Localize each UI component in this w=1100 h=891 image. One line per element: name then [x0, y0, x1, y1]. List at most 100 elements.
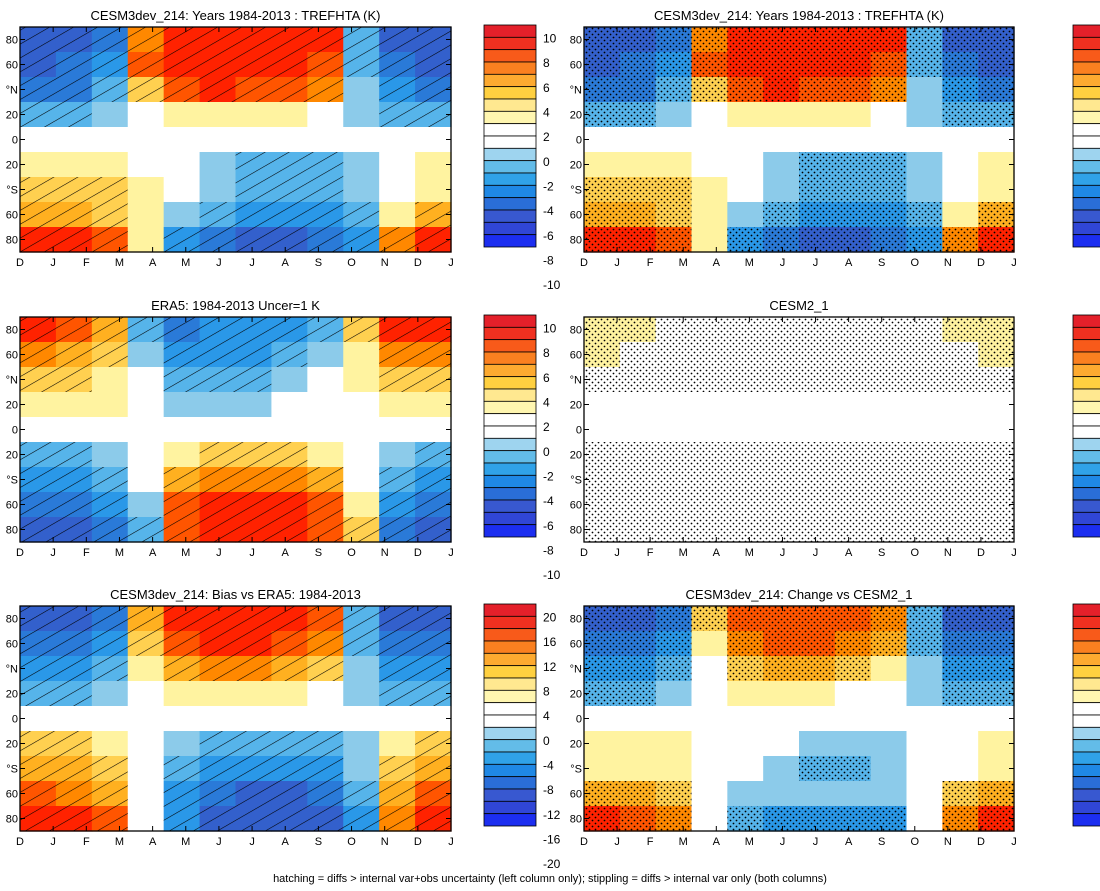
colorbar-label: -10: [543, 278, 561, 292]
colorbar-label: 10: [543, 322, 557, 336]
x-tick-label: A: [282, 547, 290, 559]
colorbar-box: [483, 413, 537, 427]
field-cell: [199, 152, 237, 178]
stipple-region: [906, 317, 943, 342]
hatch-region: [271, 467, 308, 492]
stipple-region: [870, 806, 907, 831]
hatch-region: [415, 681, 451, 706]
hatch-region: [55, 52, 92, 77]
stipple-region: [584, 177, 620, 202]
stipple-region: [584, 227, 620, 252]
stipple-region: [906, 442, 943, 467]
hatch-region: [307, 656, 344, 681]
field-cell: [584, 127, 621, 153]
panel-title: CESM3dev_214: Years 1984-2013 : TREFHTA …: [654, 8, 944, 23]
stipple-region: [691, 317, 728, 342]
stipple-region: [799, 756, 835, 781]
field-cell: [978, 177, 1015, 203]
colorbar-box: [483, 110, 537, 125]
panel-title: CESM3dev_214: Change vs CESM2_1: [686, 587, 913, 602]
hatch-region: [91, 517, 128, 542]
field-cell: [906, 177, 943, 203]
x-tick-label: J: [614, 547, 620, 559]
stipple-region: [763, 606, 799, 631]
stipple-region: [978, 342, 1014, 367]
colorbar-box: [483, 221, 537, 236]
panel-4: CESM2_1 80 60 °N 20 0 20 °S 60 80 D J F M A M J J A S O N D J 10…: [570, 298, 1100, 559]
y-tick-label: 0: [12, 714, 18, 726]
hatch-region: [199, 606, 236, 631]
field-cell: [799, 781, 836, 807]
stipple-region: [655, 27, 692, 52]
stipple-region: [584, 806, 620, 831]
stipple-region: [942, 781, 979, 806]
hatch-region: [163, 467, 200, 492]
field-cell: [834, 417, 872, 443]
colorbar-label: -4: [543, 204, 554, 218]
hatch-region: [20, 27, 56, 52]
hatch-region: [307, 27, 344, 52]
field-cell: [906, 806, 943, 832]
colorbar-box: [483, 511, 537, 526]
y-tick-label: 20: [6, 400, 18, 412]
hatch-region: [163, 492, 200, 517]
field-cell: [55, 127, 93, 153]
colorbar-box: [1072, 234, 1100, 248]
field-cell: [942, 756, 979, 782]
x-tick-label: N: [381, 257, 389, 269]
field-cell: [343, 177, 380, 203]
hatch-region: [55, 202, 92, 227]
stipple-region: [619, 367, 656, 392]
colorbar-label: 2: [543, 130, 550, 144]
hatch-region: [163, 781, 200, 806]
hatch-region: [235, 367, 272, 392]
y-tick-label: 60: [570, 500, 582, 512]
field-cell: [271, 417, 308, 443]
x-tick-label: N: [944, 547, 952, 559]
hatch-region: [271, 27, 308, 52]
hatch-region: [271, 631, 308, 656]
field-cell: [199, 102, 237, 128]
hatch-region: [235, 806, 272, 831]
stipple-region: [978, 442, 1014, 467]
colorbar-box: [1072, 763, 1100, 778]
stipple-region: [978, 102, 1014, 127]
hatch-region: [91, 27, 128, 52]
stipple-region: [655, 77, 692, 102]
colorbar-box: [483, 474, 537, 489]
colorbar-box: [1072, 326, 1100, 341]
field-cell: [870, 706, 908, 732]
field-cell: [691, 392, 728, 418]
colorbar-box: [483, 450, 537, 464]
hatch-region: [55, 756, 92, 781]
hatch-region: [271, 152, 308, 177]
field-cell: [763, 102, 800, 128]
hatch-region: [235, 781, 272, 806]
panel-5: CESM3dev_214: Bias vs ERA5: 1984-2013806…: [6, 587, 561, 871]
x-tick-label: A: [713, 257, 721, 269]
stipple-region: [619, 781, 656, 806]
field-cell: [727, 731, 764, 757]
field-cell: [199, 417, 237, 443]
colorbar-label: 6: [543, 81, 550, 95]
stipple-region: [727, 77, 764, 102]
field-cell: [20, 152, 57, 178]
x-tick-label: A: [845, 257, 853, 269]
x-tick-label: S: [315, 836, 322, 848]
stipple-region: [834, 517, 871, 542]
field-cell: [55, 417, 93, 443]
stipple-region: [584, 102, 620, 127]
field-cell: [870, 781, 908, 807]
x-tick-label: S: [315, 547, 322, 559]
field-cell: [799, 706, 836, 732]
hatch-region: [307, 152, 344, 177]
stipple-region: [584, 467, 620, 492]
colorbar-box: [1072, 462, 1100, 476]
x-tick-label: O: [910, 836, 919, 848]
x-tick-label: M: [115, 257, 124, 269]
hatch-region: [235, 202, 272, 227]
colorbar-box: [483, 339, 537, 353]
hatch-region: [163, 52, 200, 77]
hatch-region: [415, 492, 451, 517]
colorbar-box: [1072, 474, 1100, 489]
